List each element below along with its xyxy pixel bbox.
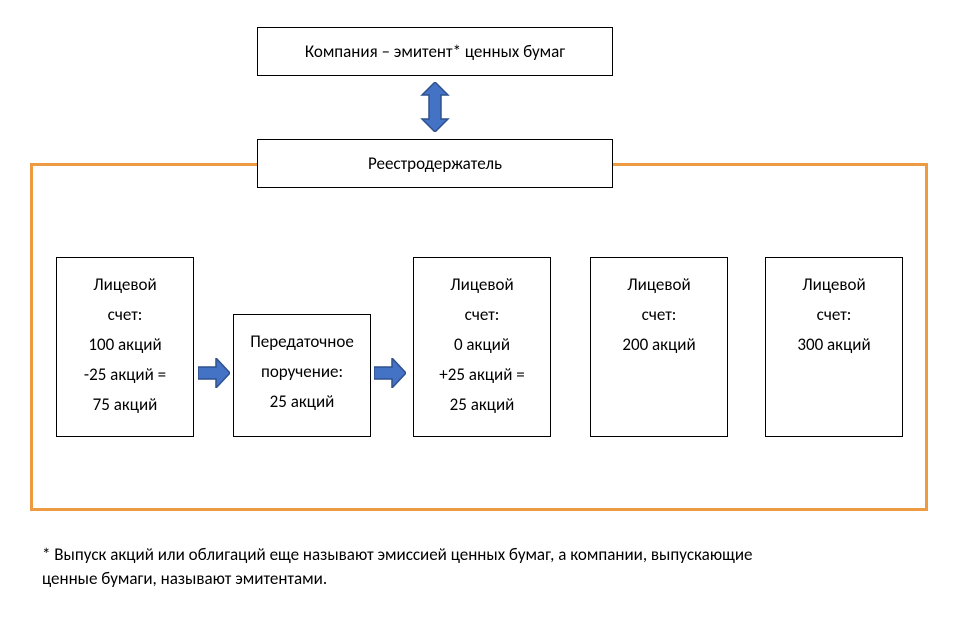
footnote-line2: ценные бумаги, называют эмитентами. (42, 567, 922, 591)
right-arrow-icon-2 (374, 358, 406, 388)
right-arrow-icon-1 (198, 358, 230, 388)
issuer-label: Компания – эмитент* ценных бумаг (305, 41, 565, 62)
account-line: счет: (642, 300, 677, 330)
account-box-4: Лицевойсчет:300 акций (765, 257, 903, 437)
registrar-label: Реестродержатель (368, 153, 502, 174)
account-line: +25 акций = (439, 360, 524, 390)
account-line: Лицевой (93, 270, 156, 300)
account-line: 300 акций (797, 330, 870, 360)
double-arrow-icon (418, 82, 452, 132)
transfer-line: 25 акций (270, 387, 335, 417)
account-line: 200 акций (622, 330, 695, 360)
transfer-order-box: Передаточноепоручение:25 акций (233, 314, 371, 437)
account-box-3: Лицевойсчет:200 акций (590, 257, 728, 437)
account-line: счет: (465, 300, 500, 330)
footnote: * Выпуск акций или облигаций еще называю… (42, 543, 922, 591)
account-line: 0 акций (454, 330, 510, 360)
registrar-box: Реестродержатель (257, 139, 613, 188)
account-line: счет: (817, 300, 852, 330)
account-box-2: Лицевойсчет:0 акций+25 акций =25 акций (413, 257, 551, 437)
account-line: 75 акций (93, 390, 158, 420)
account-line: 25 акций (450, 390, 515, 420)
account-line: -25 акций = (84, 360, 166, 390)
transfer-line: Передаточное (250, 327, 354, 357)
account-box-1: Лицевойсчет:100 акций-25 акций =75 акций (56, 257, 194, 437)
footnote-line1: * Выпуск акций или облигаций еще называю… (42, 543, 922, 567)
issuer-box: Компания – эмитент* ценных бумаг (257, 27, 613, 76)
account-line: Лицевой (450, 270, 513, 300)
transfer-line: поручение: (261, 357, 343, 387)
account-line: Лицевой (627, 270, 690, 300)
account-line: 100 акций (88, 330, 161, 360)
account-line: Лицевой (802, 270, 865, 300)
account-line: счет: (108, 300, 143, 330)
